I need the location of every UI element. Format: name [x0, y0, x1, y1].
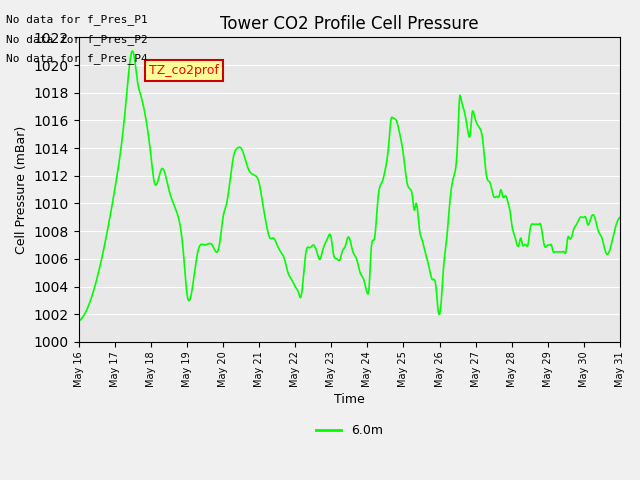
Text: No data for f_Pres_P4: No data for f_Pres_P4	[6, 53, 148, 64]
Text: TZ_co2prof: TZ_co2prof	[149, 64, 219, 77]
Legend: 6.0m: 6.0m	[311, 419, 388, 442]
Text: No data for f_Pres_P1: No data for f_Pres_P1	[6, 14, 148, 25]
Y-axis label: Cell Pressure (mBar): Cell Pressure (mBar)	[15, 125, 28, 254]
X-axis label: Time: Time	[334, 393, 365, 406]
Title: Tower CO2 Profile Cell Pressure: Tower CO2 Profile Cell Pressure	[220, 15, 479, 33]
Text: No data for f_Pres_P2: No data for f_Pres_P2	[6, 34, 148, 45]
